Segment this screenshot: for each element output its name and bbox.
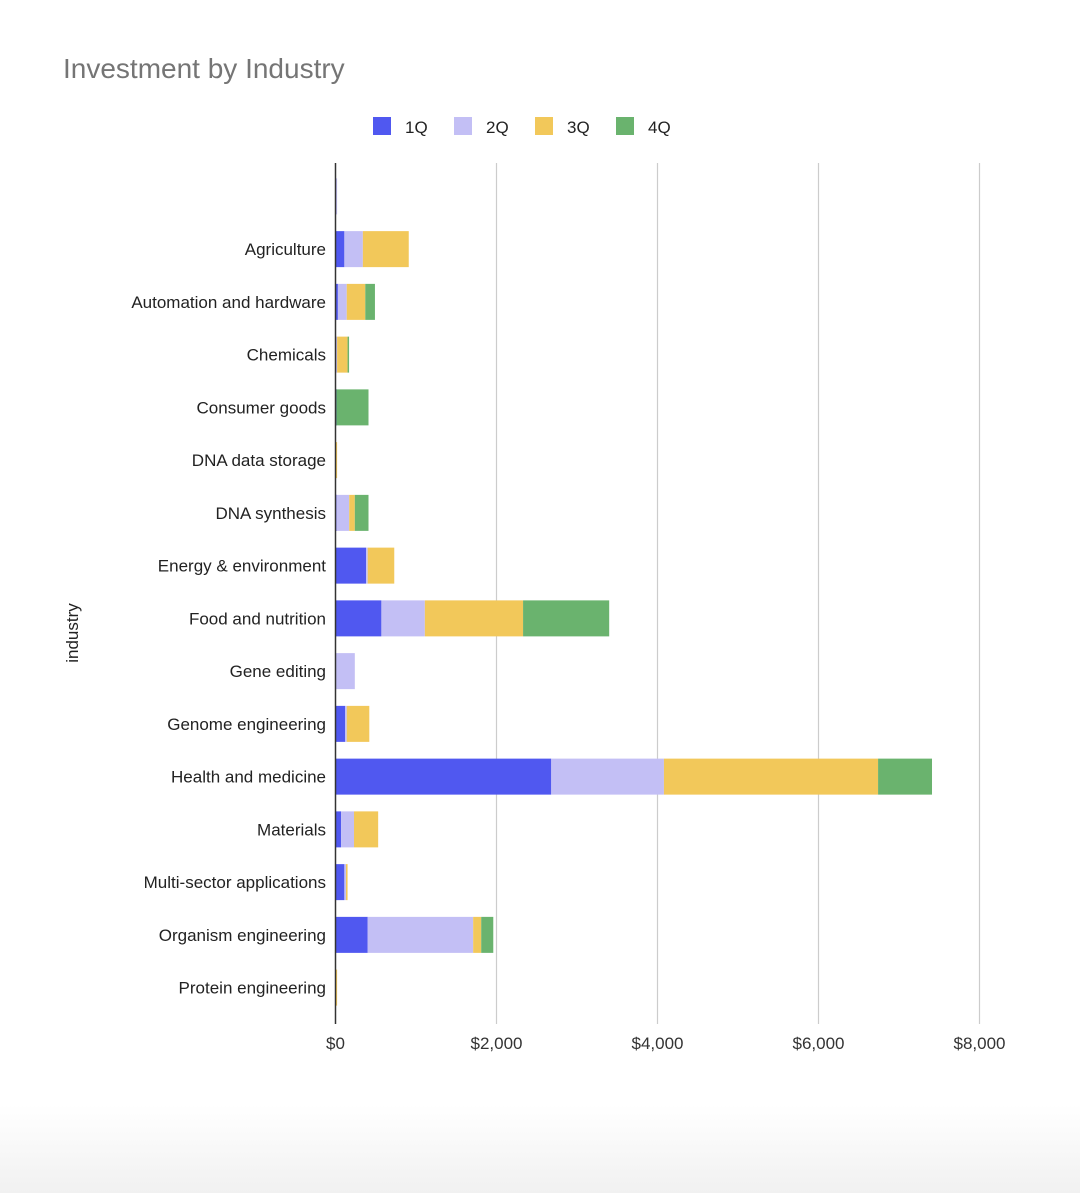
bar-health-and-medicine-3q <box>663 758 879 795</box>
bar-chemicals-4q <box>347 336 350 373</box>
bar-genome-engineering-2q <box>345 705 347 742</box>
bar-organism-engineering-2q <box>367 916 474 953</box>
chart-title: Investment by Industry <box>63 53 345 84</box>
gridlines <box>495 163 981 1024</box>
x-tick-label-8000: $8,000 <box>954 1034 1006 1053</box>
y-tick-label-genome-engineering: Genome engineering <box>167 715 326 734</box>
bar-food-and-nutrition-4q <box>523 600 610 637</box>
bar-agriculture-1q <box>335 231 345 268</box>
bar-organism-engineering-3q <box>473 916 482 953</box>
bar-genome-engineering-3q <box>346 705 370 742</box>
bar-protein-engineering-3q <box>335 969 338 1006</box>
bar-dna-synthesis-2q <box>336 494 350 531</box>
y-tick-label-materials: Materials <box>257 820 326 839</box>
bar-multi-sector-applications-3q <box>345 864 348 901</box>
bar-health-and-medicine-2q <box>551 758 664 795</box>
y-tick-label-consumer-goods: Consumer goods <box>197 398 326 417</box>
y-tick-label-multi-sector-applications: Multi-sector applications <box>144 873 326 892</box>
y-tick-label-health-and-medicine: Health and medicine <box>171 768 326 787</box>
bar-health-and-medicine-1q <box>335 758 552 795</box>
bar-energy-and-environment-2q <box>366 547 368 584</box>
bar-automation-and-hardware-4q <box>365 283 375 320</box>
bar-dna-synthesis-4q <box>354 494 369 531</box>
y-tick-label-organism-engineering: Organism engineering <box>159 926 326 945</box>
bar-energy-and-environment-3q <box>367 547 395 584</box>
bottom-fade <box>0 1105 1080 1193</box>
x-tick-label-6000: $6,000 <box>793 1034 845 1053</box>
x-tick-label-0: $0 <box>326 1034 345 1053</box>
bar-automation-and-hardware-3q <box>346 283 366 320</box>
bar-organism-engineering-1q <box>335 916 368 953</box>
y-tick-label-chemicals: Chemicals <box>247 346 326 365</box>
legend-label-2q: 2Q <box>486 118 509 137</box>
bar-dna-synthesis-3q <box>349 494 355 531</box>
x-tick-label-2000: $2,000 <box>471 1034 523 1053</box>
bar-food-and-nutrition-1q <box>335 600 382 637</box>
bar-food-and-nutrition-3q <box>424 600 524 637</box>
legend-swatch-1q <box>373 117 391 135</box>
y-tick-label-energy-and-environment: Energy & environment <box>158 557 326 576</box>
legend-swatch-2q <box>454 117 472 135</box>
axis-labels: $0 $2,000 $4,000 $6,000 $8,000 Agriculture Aut… <box>131 240 1005 1053</box>
legend: 1Q 2Q 3Q 4Q <box>373 117 671 137</box>
bar-materials-3q <box>354 811 379 848</box>
bar-dna-data-storage-3q <box>335 442 338 479</box>
bar-agriculture-2q <box>344 231 363 268</box>
legend-label-1q: 1Q <box>405 118 428 137</box>
legend-swatch-4q <box>616 117 634 135</box>
legend-label-4q: 4Q <box>648 118 671 137</box>
bar-food-and-nutrition-2q <box>381 600 425 637</box>
y-axis-title: industry <box>63 603 82 663</box>
y-tick-label-food-and-nutrition: Food and nutrition <box>189 609 326 628</box>
bar-materials-2q <box>341 811 355 848</box>
bar-chemicals-2q <box>335 336 338 373</box>
y-tick-label-automation-and-hardware: Automation and hardware <box>131 293 326 312</box>
x-tick-label-4000: $4,000 <box>632 1034 684 1053</box>
bar-multi-sector-applications-2q <box>344 864 346 901</box>
bar-gene-editing-2q <box>335 653 355 690</box>
bar-chemicals-3q <box>337 336 348 373</box>
bar-genome-engineering-1q <box>335 705 346 742</box>
y-tick-label-gene-editing: Gene editing <box>230 662 326 681</box>
bar-materials-1q <box>335 811 342 848</box>
bar-energy-and-environment-1q <box>335 547 367 584</box>
bar-consumer-goods-4q <box>336 389 369 426</box>
bar-health-and-medicine-4q <box>878 758 933 795</box>
bar-automation-and-hardware-2q <box>337 283 347 320</box>
bar-organism-engineering-4q <box>481 916 494 953</box>
bar-multi-sector-applications-1q <box>335 864 345 901</box>
legend-swatch-3q <box>535 117 553 135</box>
y-tick-label-dna-data-storage: DNA data storage <box>192 451 326 470</box>
y-tick-label-dna-synthesis: DNA synthesis <box>215 504 326 523</box>
legend-label-3q: 3Q <box>567 118 590 137</box>
bars <box>335 178 933 1006</box>
y-tick-label-agriculture: Agriculture <box>245 240 326 259</box>
bar-automation-and-hardware-1q <box>335 283 338 320</box>
y-tick-label-protein-engineering: Protein engineering <box>179 979 326 998</box>
bar-blank-2q <box>335 178 338 215</box>
bar-agriculture-3q <box>362 231 409 268</box>
